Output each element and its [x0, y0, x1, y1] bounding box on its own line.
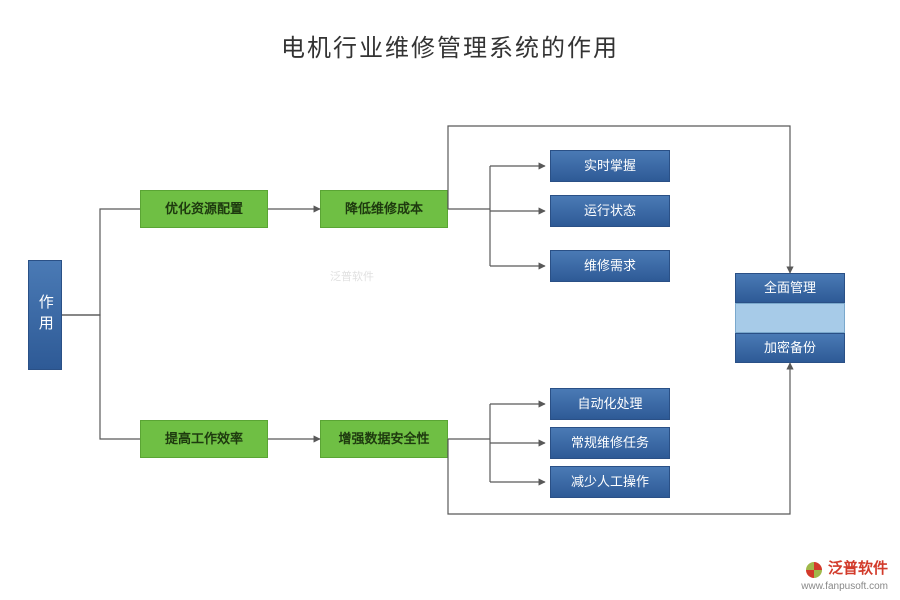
- footer-brand: 泛普软件: [828, 560, 888, 577]
- node-running-status: 运行状态: [550, 195, 670, 227]
- footer-url: www.fanpusoft.com: [801, 581, 888, 592]
- logo-icon: [806, 562, 822, 578]
- node-automation: 自动化处理: [550, 388, 670, 420]
- watermark-text: 泛普软件: [330, 268, 374, 284]
- node-optimize-resources: 优化资源配置: [140, 190, 268, 228]
- node-reduce-manual: 减少人工操作: [550, 466, 670, 498]
- root-node: 作用: [28, 260, 62, 370]
- node-enhance-security: 增强数据安全性: [320, 420, 448, 458]
- node-full-management: 全面管理: [735, 273, 845, 303]
- diagram-title: 电机行业维修管理系统的作用: [0, 28, 900, 63]
- footer-logo: 泛普软件 www.fanpusoft.com: [801, 557, 888, 592]
- node-realtime: 实时掌握: [550, 150, 670, 182]
- node-improve-efficiency: 提高工作效率: [140, 420, 268, 458]
- node-maintenance-demand: 维修需求: [550, 250, 670, 282]
- node-middle-spacer: [735, 303, 845, 333]
- node-routine-tasks: 常规维修任务: [550, 427, 670, 459]
- node-reduce-cost: 降低维修成本: [320, 190, 448, 228]
- node-encrypted-backup: 加密备份: [735, 333, 845, 363]
